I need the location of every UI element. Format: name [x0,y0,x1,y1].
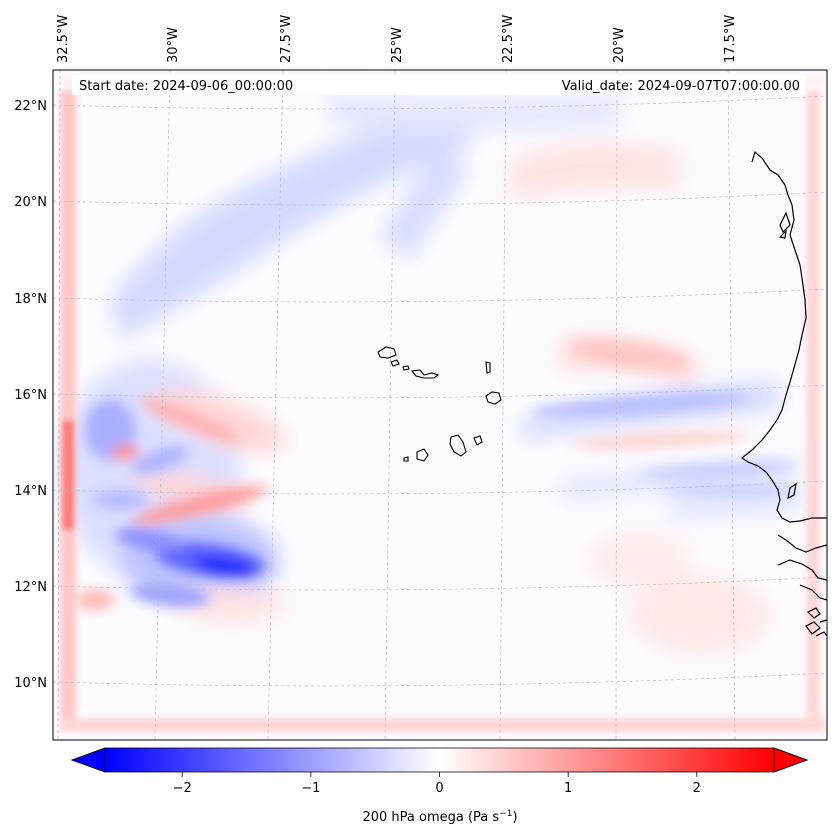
lon-label-20w: 20°W [612,27,627,63]
colorbar-tick-label: −2 [173,781,192,796]
island-sao-vicente [390,359,400,367]
colorbar-label-sup: −1 [499,809,512,819]
colorbar-tick-label: 0 [435,781,443,796]
island-fogo [416,448,429,462]
colorbar-outline [70,747,809,773]
island-sao-nicolau [410,369,440,379]
map-panel: Start date: 2024-09-06_00:00:00 Valid_da… [53,70,827,740]
lat-label-20n: 20°N [14,195,47,210]
latitude-labels: 22°N 20°N 18°N 16°N 14°N 12°N 10°N [14,99,47,691]
omega-field [60,76,825,732]
island-santiago [449,434,467,457]
colorbar: −2 −1 0 1 2 200 hPa omega (Pa s−1) [70,747,809,825]
colorbar-extend-high [773,747,809,773]
african-coastline [740,150,827,637]
lat-label-10n: 10°N [14,676,47,691]
colorbar-label: 200 hPa omega (Pa s−1) [362,809,517,825]
lat-label-16n: 16°N [14,388,47,403]
colorbar-tick-label: 2 [693,781,701,796]
island-maio [473,435,483,446]
lat-label-18n: 18°N [14,292,47,307]
colorbar-label-main: 200 hPa omega (Pa s [362,810,499,825]
colorbar-gradient [105,748,774,772]
island-brava [403,456,409,462]
start-date-text: Start date: 2024-09-06_00:00:00 [79,79,293,94]
lon-label-25w: 25°W [390,27,405,63]
colorbar-ticks: −2 −1 0 1 2 [173,772,701,796]
island-santa-luzia [402,365,410,371]
lon-label-30w: 30°W [166,27,181,63]
colorbar-label-close: ) [512,810,517,825]
colorbar-extend-low [70,747,106,773]
lon-label-27-5w: 27.5°W [279,15,294,63]
cabo-verde-islands [377,346,502,462]
map-frame [52,69,828,741]
lat-label-12n: 12°N [14,580,47,595]
island-santo-antao [377,346,397,359]
gridlines [53,70,827,740]
lon-label-22-5w: 22.5°W [501,15,516,63]
colorbar-tick-label: 1 [564,781,572,796]
lat-label-14n: 14°N [14,484,47,499]
lon-label-32-5w: 32.5°W [56,15,71,63]
longitude-labels: 32.5°W 30°W 27.5°W 25°W 22.5°W 20°W 17.5… [56,15,738,63]
info-bar [72,75,806,95]
lon-label-17-5w: 17.5°W [723,15,738,63]
colorbar-tick-label: −1 [301,781,320,796]
valid-date-text: Valid_date: 2024-09-07T07:00:00.00 [562,79,800,94]
lat-label-22n: 22°N [14,99,47,114]
island-boa-vista [485,391,502,405]
island-sal [485,361,491,374]
